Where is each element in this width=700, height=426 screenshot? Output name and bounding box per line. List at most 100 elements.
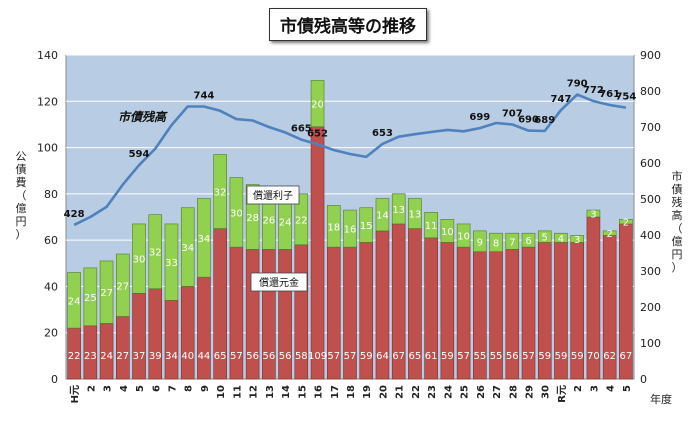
x-tick-label: 14: [281, 385, 292, 399]
line-value-label: 594: [129, 149, 150, 160]
principal-value-label: 59: [555, 351, 568, 362]
interest-value-label: 32: [214, 188, 227, 199]
principal-value-label: 57: [457, 351, 470, 362]
principal-value-label: 109: [308, 351, 327, 362]
bar-interest: [586, 209, 601, 218]
principal-value-label: 65: [214, 351, 227, 362]
right-axis-title: 市債残高（億円）: [671, 170, 683, 274]
interest-value-label: 5: [542, 233, 548, 244]
left-axis-title: 公債費（億円）: [15, 150, 27, 241]
bar-interest: [408, 198, 422, 229]
bar-interest: [391, 193, 406, 225]
bar-interest: [164, 223, 179, 301]
x-tick-label: 2: [573, 385, 584, 392]
line-debt-balance: [73, 93, 627, 227]
bar-interest: [132, 223, 146, 294]
y-right-tick-label: 500: [640, 193, 661, 206]
bar-interest: [67, 272, 81, 329]
principal-value-label: 56: [246, 351, 259, 362]
principal-value-label: 64: [376, 351, 389, 362]
bar-principal: [197, 276, 211, 380]
bar-interest: [99, 260, 114, 324]
interest-value-label: 10: [441, 227, 454, 238]
y-right-tick-label: 800: [640, 85, 661, 98]
x-tick-label: 3: [589, 385, 600, 392]
interest-value-label: 7: [509, 237, 515, 248]
y-right-tick-label: 600: [640, 157, 661, 170]
x-tick-label: 4: [606, 385, 617, 392]
bar-interest: [440, 219, 455, 243]
y-left-tick-label: 100: [37, 142, 58, 155]
x-tick-label: 3: [103, 385, 114, 392]
bar-interest: [310, 80, 325, 128]
principal-value-label: 39: [149, 351, 162, 362]
bar-interest: [554, 232, 568, 243]
interest-value-label: 10: [457, 232, 470, 243]
bar-principal: [148, 288, 163, 380]
line-value-label: 428: [64, 209, 85, 220]
interest-value-label: 30: [230, 208, 243, 219]
x-tick-label: 28: [508, 385, 519, 399]
interest-value-label: 4: [558, 234, 564, 245]
x-tick-label: 9: [200, 385, 211, 392]
interest-value-label: 3: [574, 235, 580, 246]
y-right-tick-label: 300: [640, 265, 661, 278]
principal-value-label: 56: [262, 351, 275, 362]
principal-value-label: 67: [392, 351, 405, 362]
bar-interest: [197, 198, 211, 278]
x-tick-label: R元: [556, 385, 568, 403]
interest-value-label: 15: [360, 221, 373, 232]
x-tick-label: 2: [86, 385, 97, 392]
line-value-label: 790: [567, 79, 588, 90]
principal-value-label: 65: [409, 351, 422, 362]
interest-value-label: 13: [409, 210, 422, 221]
principal-value-label: 40: [181, 351, 194, 362]
interest-value-label: 32: [149, 248, 162, 259]
principal-value-label: 55: [490, 351, 503, 362]
line-value-label: 744: [194, 90, 215, 101]
bar-interest: [294, 193, 309, 246]
x-tick-label: 4: [119, 385, 130, 392]
interest-label-box: [246, 185, 300, 205]
bar-interest: [505, 232, 520, 250]
x-tick-label: 7: [167, 385, 178, 392]
interest-value-label: 2: [606, 229, 612, 240]
bar-interest: [83, 267, 98, 327]
interest-value-label: 33: [165, 258, 178, 269]
line-value-label: 707: [502, 108, 523, 119]
y-left-tick-label: 60: [44, 234, 58, 247]
x-tick-label: 29: [525, 385, 536, 399]
x-tick-label: 11: [232, 385, 243, 399]
principal-value-label: 57: [522, 351, 535, 362]
y-right-tick-label: 700: [640, 121, 661, 134]
interest-value-label: 26: [262, 215, 275, 226]
principal-label-box: [250, 272, 308, 292]
bar-interest: [229, 177, 244, 248]
bar-interest: [602, 230, 617, 236]
principal-value-label: 34: [165, 351, 178, 362]
bar-interest: [489, 232, 503, 253]
bar-principal: [116, 316, 130, 380]
principal-value-label: 61: [425, 351, 438, 362]
interest-value-label: 14: [376, 211, 389, 222]
y-left-tick-label: 0: [51, 373, 58, 386]
bar-interest: [456, 223, 471, 248]
interest-value-label: 2: [623, 218, 629, 229]
bar-interest: [148, 214, 163, 290]
x-tick-label: 6: [151, 385, 162, 392]
interest-value-label: 25: [84, 293, 97, 304]
interest-value-label: 24: [68, 296, 81, 307]
y-left-tick-label: 140: [37, 49, 58, 62]
bar-interest: [619, 219, 633, 225]
chart-title: 市債残高等の推移: [269, 8, 427, 41]
interest-value-label: 34: [198, 234, 211, 245]
x-tick-label: H元: [69, 385, 81, 403]
bar-interest: [116, 253, 130, 317]
principal-value-label: 56: [506, 351, 519, 362]
line-value-label: 772: [583, 85, 604, 96]
principal-value-label: 24: [100, 351, 113, 362]
y-left-tick-label: 120: [37, 95, 58, 108]
x-tick-label: 13: [265, 385, 276, 399]
bar-principal: [132, 293, 146, 380]
principal-value-label: 62: [603, 351, 616, 362]
